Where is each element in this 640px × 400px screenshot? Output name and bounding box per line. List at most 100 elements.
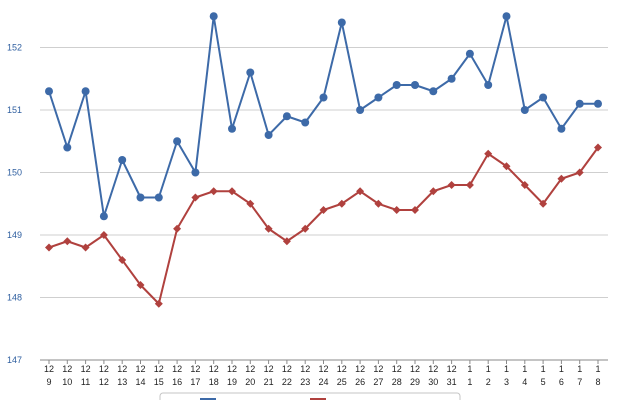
x-tick-label-day: 4	[522, 377, 527, 387]
series-2-point	[154, 299, 163, 308]
series-1-point	[136, 193, 145, 202]
x-tick-label-month: 12	[81, 364, 91, 374]
series-1-point	[356, 106, 365, 114]
series-1-point	[209, 12, 218, 21]
x-tick-label-month: 1	[559, 364, 564, 374]
y-tick-label: 148	[7, 293, 22, 303]
series-1-point	[99, 212, 108, 221]
series-2-point	[484, 149, 493, 158]
x-tick-label-month: 1	[522, 364, 527, 374]
series-1-point	[228, 124, 236, 133]
x-tick-label-day: 22	[282, 377, 292, 387]
series-1-point	[301, 118, 310, 127]
series-2-point	[575, 168, 584, 177]
x-tick-label-month: 12	[264, 364, 274, 374]
x-tick-label-month: 1	[467, 364, 472, 374]
series-1-point	[374, 93, 383, 102]
series-1-point	[447, 74, 456, 83]
x-tick-label-month: 12	[227, 364, 237, 374]
series-2-point	[228, 187, 236, 196]
x-tick-label-day: 27	[373, 377, 383, 387]
series-2-point	[557, 174, 566, 183]
x-tick-label-day: 21	[264, 377, 274, 387]
series-2-point	[319, 206, 328, 214]
x-tick-label-day: 14	[135, 377, 145, 387]
series-1-point	[246, 68, 255, 77]
series-1-point	[484, 81, 493, 89]
x-tick-label-month: 12	[282, 364, 292, 374]
x-tick-label-month: 1	[595, 364, 600, 374]
series-2-point	[502, 162, 511, 171]
series-1	[45, 12, 602, 221]
series-2-point	[465, 181, 474, 189]
series-1-point	[557, 124, 566, 133]
x-tick-label-day: 16	[172, 377, 182, 387]
x-tick-label-day: 5	[541, 377, 546, 387]
x-tick-label-month: 12	[135, 364, 145, 374]
x-tick-label-month: 12	[318, 364, 328, 374]
series-1-point	[575, 99, 584, 108]
series-1-point	[154, 193, 163, 202]
series-2-point	[81, 243, 90, 252]
series-2-point	[374, 199, 383, 208]
x-tick-label-day: 18	[209, 377, 219, 387]
x-tick-label-day: 31	[447, 377, 457, 387]
series-1-point	[520, 106, 529, 114]
x-tick-label-day: 1	[467, 377, 472, 387]
x-tick-label-day: 13	[117, 377, 127, 387]
series-2-point	[118, 256, 127, 264]
series-1-point	[502, 12, 511, 21]
x-tick-label-month: 12	[447, 364, 457, 374]
y-tick-label: 152	[7, 43, 22, 53]
x-tick-label-day: 29	[410, 377, 420, 387]
y-tick-label: 151	[7, 105, 22, 115]
y-tick-label: 150	[7, 168, 22, 178]
series-1-point	[319, 93, 328, 102]
series-1-point	[594, 99, 602, 108]
x-tick-label-month: 12	[337, 364, 347, 374]
x-tick-label-day: 24	[318, 377, 328, 387]
x-tick-label-day: 12	[99, 377, 109, 387]
x-tick-label-day: 30	[428, 377, 438, 387]
series-2-point	[264, 224, 273, 233]
x-tick-label-month: 12	[62, 364, 72, 374]
series-1-point	[539, 93, 548, 102]
x-tick-label-day: 17	[190, 377, 200, 387]
x-tick-label-month: 12	[190, 364, 200, 374]
x-tick-label-month: 12	[245, 364, 255, 374]
series-1-point	[173, 137, 182, 146]
x-tick-label-day: 25	[337, 377, 347, 387]
series-2-point	[209, 187, 218, 196]
x-tick-label-month: 12	[300, 364, 310, 374]
series-2-point	[447, 181, 456, 189]
series-layer	[45, 12, 602, 308]
gridlines	[40, 47, 608, 298]
series-2-point	[191, 193, 200, 202]
series-1-point	[264, 131, 273, 139]
x-tick-label-month: 12	[172, 364, 182, 374]
axes	[40, 359, 608, 364]
x-tick-label-month: 1	[541, 364, 546, 374]
series-1-point	[392, 81, 401, 89]
series-2-point	[136, 281, 145, 289]
x-tick-label-month: 12	[410, 364, 420, 374]
series-1-point	[337, 18, 346, 27]
series-1-point	[282, 112, 291, 121]
series-1-line	[48, 15, 598, 218]
x-tick-label-month: 12	[392, 364, 402, 374]
x-tick-label-month: 1	[486, 364, 491, 374]
x-tick-label-month: 12	[99, 364, 109, 374]
y-tick-labels: 147 148 149 150 151 152	[7, 43, 22, 366]
x-tick-label-day: 23	[300, 377, 310, 387]
x-tick-label-day: 28	[392, 377, 402, 387]
x-tick-label-day: 10	[62, 377, 72, 387]
series-2-point	[356, 187, 365, 196]
x-tick-label-day: 6	[559, 377, 564, 387]
x-tick-label-month: 12	[355, 364, 365, 374]
x-tick-label-month: 1	[577, 364, 582, 374]
series-1-point	[81, 87, 90, 96]
legend	[159, 392, 461, 400]
x-tick-label-day: 7	[577, 377, 582, 387]
series-2-line	[48, 146, 599, 305]
